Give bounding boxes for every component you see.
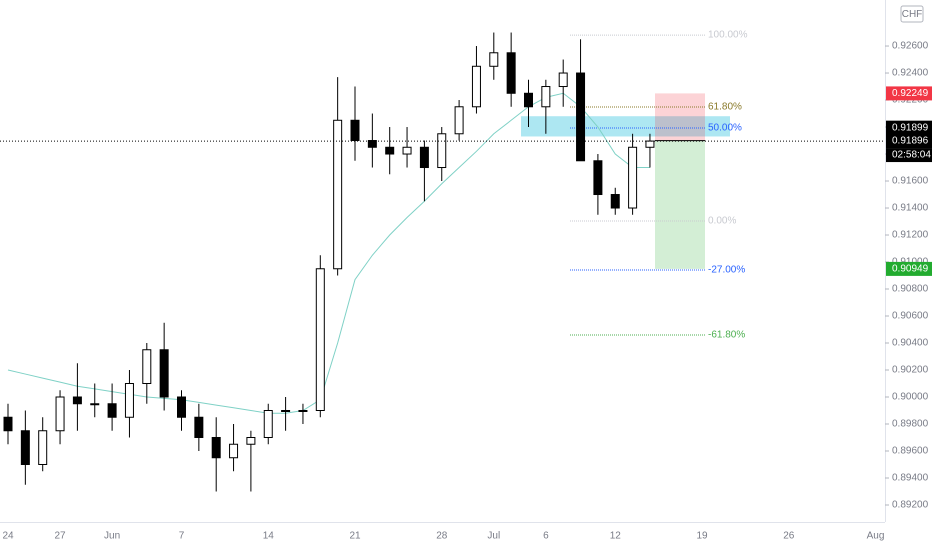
fib-label: -27.00% [708, 265, 745, 276]
y-tick-label: 0.90800 [892, 284, 929, 295]
y-tick-label: 0.89400 [892, 473, 929, 484]
candle-body [3, 416, 13, 432]
candle-body [211, 436, 221, 459]
candle-body [229, 443, 239, 459]
y-tick-label: 0.90000 [892, 392, 929, 403]
y-tick-label: 0.90200 [892, 365, 929, 376]
y-tick-label: 0.89200 [892, 500, 929, 511]
x-tick-label: 28 [436, 531, 448, 542]
x-tick-label: 19 [696, 531, 708, 542]
target-badge [886, 261, 932, 276]
candle-body [402, 146, 412, 155]
y-tick-label: 0.90600 [892, 311, 929, 322]
fib-label: 100.00% [708, 30, 748, 41]
y-tick-label: 0.91400 [892, 203, 929, 214]
x-tick-label: 12 [610, 531, 622, 542]
candle-body [90, 403, 100, 406]
candle-body [333, 119, 343, 270]
fib-label: 0.00% [708, 216, 736, 227]
x-tick-label: Aug [867, 531, 885, 542]
candle-body [454, 106, 464, 135]
candle-body [159, 349, 169, 398]
x-tick-label: Jul [487, 531, 500, 542]
candle-body [20, 430, 30, 465]
candle-body [628, 146, 638, 209]
candle-body [194, 416, 204, 438]
x-tick-label: 7 [179, 531, 185, 542]
candle-body [177, 396, 186, 418]
moving-average [7, 92, 650, 414]
candle-body [385, 146, 395, 155]
zone-box [521, 116, 730, 137]
stop-label: 0.92249 [892, 88, 929, 99]
candle-body [263, 409, 273, 438]
candle-body [506, 52, 516, 94]
currency-badge[interactable] [900, 5, 924, 23]
y-tick-label: 0.91600 [892, 176, 929, 187]
stop-badge [886, 86, 932, 101]
candle-body [593, 160, 603, 196]
x-tick-label: 21 [349, 531, 361, 542]
candle-body [38, 430, 48, 465]
candle-body [72, 396, 82, 405]
candle-body [524, 92, 533, 108]
candle-body [437, 133, 447, 169]
entry-badge [886, 120, 932, 135]
candle-body [471, 65, 481, 108]
candle-body [55, 396, 65, 432]
x-tick-label: Jun [104, 531, 120, 542]
y-tick-label: 0.92400 [892, 68, 929, 79]
last-price-badge [886, 134, 932, 149]
candle-body [645, 140, 655, 148]
entry-label: 0.91899 [892, 122, 929, 133]
candle-body [298, 409, 308, 412]
candle-body [281, 409, 291, 412]
candle-body [558, 72, 568, 88]
y-tick-label: 0.89600 [892, 446, 929, 457]
y-tick-label: 0.89800 [892, 419, 929, 430]
fib-label: -61.80% [708, 330, 745, 341]
y-tick-label: 0.91200 [892, 230, 929, 241]
candle-body [315, 268, 325, 411]
target-label: 0.90949 [892, 264, 929, 275]
candle-body [350, 119, 360, 142]
x-tick-label: 27 [54, 531, 66, 542]
candle-body [367, 140, 377, 148]
candle-body [576, 72, 586, 162]
x-tick-label: 24 [2, 531, 14, 542]
fib-label: 50.00% [708, 123, 742, 134]
target-box [655, 140, 705, 269]
candle-body [489, 52, 499, 67]
countdown: 02:58:04 [892, 150, 931, 161]
candle-body [107, 403, 117, 418]
stop-box [655, 93, 705, 141]
x-tick-label: 14 [263, 531, 275, 542]
fib-label: 61.80% [708, 102, 742, 113]
x-tick-label: 26 [783, 531, 795, 542]
x-tick-label: 6 [543, 531, 549, 542]
candle-body [610, 194, 620, 209]
countdown-badge [886, 148, 932, 163]
candle-body [246, 436, 256, 445]
y-tick-label: 0.90400 [892, 338, 929, 349]
last-price-label: 0.91896 [892, 136, 929, 147]
y-tick-label: 0.92600 [892, 41, 929, 52]
candle-body [142, 349, 152, 385]
candle-body [124, 383, 134, 418]
candle-body [419, 146, 429, 169]
candle-body [541, 86, 551, 108]
currency-label: CHF [902, 9, 923, 20]
